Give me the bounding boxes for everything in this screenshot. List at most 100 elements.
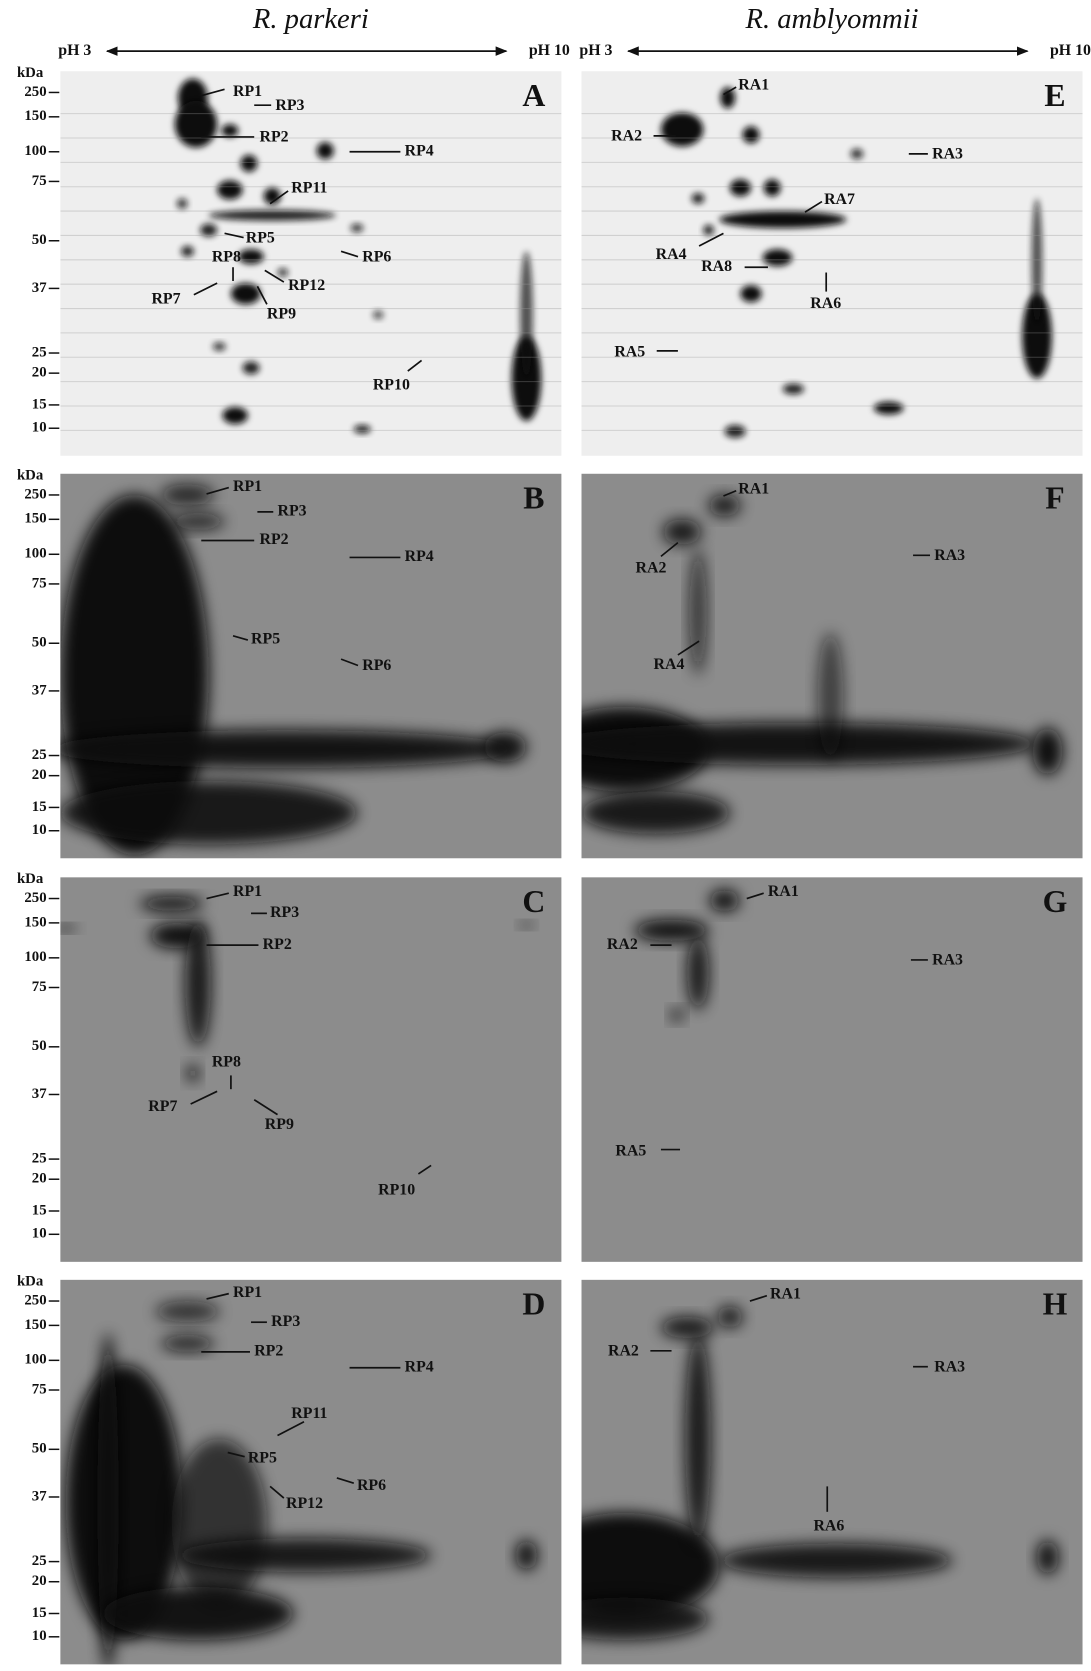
spot-label: RP8 — [212, 248, 241, 265]
gel-spot — [703, 224, 714, 236]
kda-tick-label: 10 — [32, 1226, 47, 1242]
spot-label: RA3 — [934, 1358, 965, 1375]
gel-background — [60, 71, 562, 456]
spot-label: RP4 — [405, 142, 434, 159]
kda-tick-label: 25 — [32, 1150, 47, 1166]
gel-spot — [1032, 727, 1063, 775]
gel-spot — [372, 310, 384, 320]
gel-spot — [200, 223, 218, 237]
spot-label: RP12 — [286, 1495, 323, 1512]
spot-label: RP10 — [378, 1182, 415, 1199]
spot-label: RP6 — [357, 1477, 386, 1494]
kda-tick-label: 37 — [32, 1086, 47, 1102]
spot-leader — [698, 232, 724, 247]
gel-spot — [873, 401, 904, 415]
gel-spot — [181, 246, 194, 257]
gel-spot — [762, 249, 793, 267]
kda-tick-label: 10 — [32, 1628, 47, 1644]
panel-letter: C — [522, 884, 545, 919]
kda-tick-label: 75 — [32, 173, 47, 189]
gel-spots — [581, 494, 1063, 834]
spot-label: RP1 — [233, 478, 262, 495]
spot-label: RP2 — [260, 129, 289, 146]
gel-spots — [581, 1306, 1059, 1640]
kda-tick-label: 25 — [32, 344, 47, 360]
gel-spot — [238, 249, 264, 265]
spot-label: RA4 — [654, 656, 685, 673]
spot-leader — [677, 640, 700, 656]
kda-tick-label: 37 — [32, 682, 47, 698]
gel-spot — [520, 251, 533, 379]
gel-spot — [65, 1364, 183, 1640]
gel-spots — [60, 484, 527, 856]
kda-tick-label: 150 — [24, 1317, 46, 1333]
spot-label: RP6 — [362, 657, 391, 674]
gel-panel — [60, 71, 562, 456]
gel-spot — [185, 919, 211, 1047]
spot-label: RP7 — [148, 1098, 177, 1115]
kda-tick-label: 15 — [32, 1605, 47, 1621]
kda-tick-label: 50 — [32, 1441, 47, 1457]
spot-leader — [340, 658, 359, 667]
spot-leader — [206, 486, 230, 495]
gel-spot — [742, 126, 760, 144]
spot-leader — [227, 1451, 245, 1458]
gel-spot — [212, 342, 226, 351]
gel-spot — [161, 484, 214, 506]
spot-label: RA5 — [614, 344, 645, 361]
kda-tick-label: 10 — [32, 420, 47, 436]
spot-leader — [277, 1421, 305, 1437]
spot-leader — [206, 892, 229, 900]
spot-label: RP2 — [254, 1343, 283, 1360]
gel-spot — [60, 730, 516, 769]
gel-spot — [581, 722, 1037, 766]
kda-tick-label: 250 — [24, 890, 46, 906]
spot-label: RP5 — [248, 1449, 277, 1466]
column-title: R. parkeri — [252, 4, 369, 35]
kda-tick-label: 250 — [24, 1292, 46, 1308]
spot-leader — [417, 1164, 432, 1175]
spot-label: RA1 — [738, 480, 769, 497]
gel-spot — [729, 179, 751, 197]
kda-tick-label: 100 — [24, 143, 46, 159]
gel-spot — [240, 154, 258, 172]
spot-leader — [224, 232, 244, 239]
gel-spot — [720, 87, 736, 109]
gel-spots — [65, 1301, 538, 1665]
kda-tick-label: 50 — [32, 232, 47, 248]
gel-spot — [850, 148, 864, 160]
kda-tick-label: 100 — [24, 949, 46, 965]
kda-tick-label: 100 — [24, 1352, 46, 1368]
gel-spot — [161, 1334, 214, 1352]
spot-leader — [253, 1099, 278, 1116]
gel-spot — [155, 1301, 220, 1323]
spot-label: RA5 — [615, 1142, 646, 1159]
gel-spot — [581, 791, 730, 834]
gel-spot — [520, 921, 533, 929]
spot-label: RP3 — [270, 904, 299, 921]
gel-panel — [60, 473, 562, 859]
gel-background — [581, 877, 1083, 1262]
kda-tick-label: 25 — [32, 1553, 47, 1569]
gel-spot — [174, 100, 218, 148]
gel-spot — [171, 512, 225, 530]
ph-end: pH 10 — [1050, 42, 1091, 59]
spot-leader — [269, 190, 289, 205]
kda-tick-label: 150 — [24, 108, 46, 124]
spot-label: RP7 — [151, 291, 180, 308]
spot-label: RP4 — [405, 548, 434, 565]
gel-spot — [685, 1332, 711, 1545]
gel-panel — [60, 1279, 562, 1665]
gel-spot — [717, 1306, 743, 1328]
kda-tick-label: 37 — [32, 280, 47, 296]
gel-spot — [350, 223, 364, 233]
spot-label: RP1 — [233, 83, 262, 100]
kda-tick-label: 20 — [32, 365, 47, 381]
spot-leader — [340, 250, 359, 258]
kda-unit: kDa — [17, 871, 44, 887]
spot-label: RA3 — [932, 952, 963, 969]
gel-spots — [581, 87, 1083, 438]
spot-label: RA3 — [934, 547, 965, 564]
gel-spot — [1036, 1540, 1059, 1575]
